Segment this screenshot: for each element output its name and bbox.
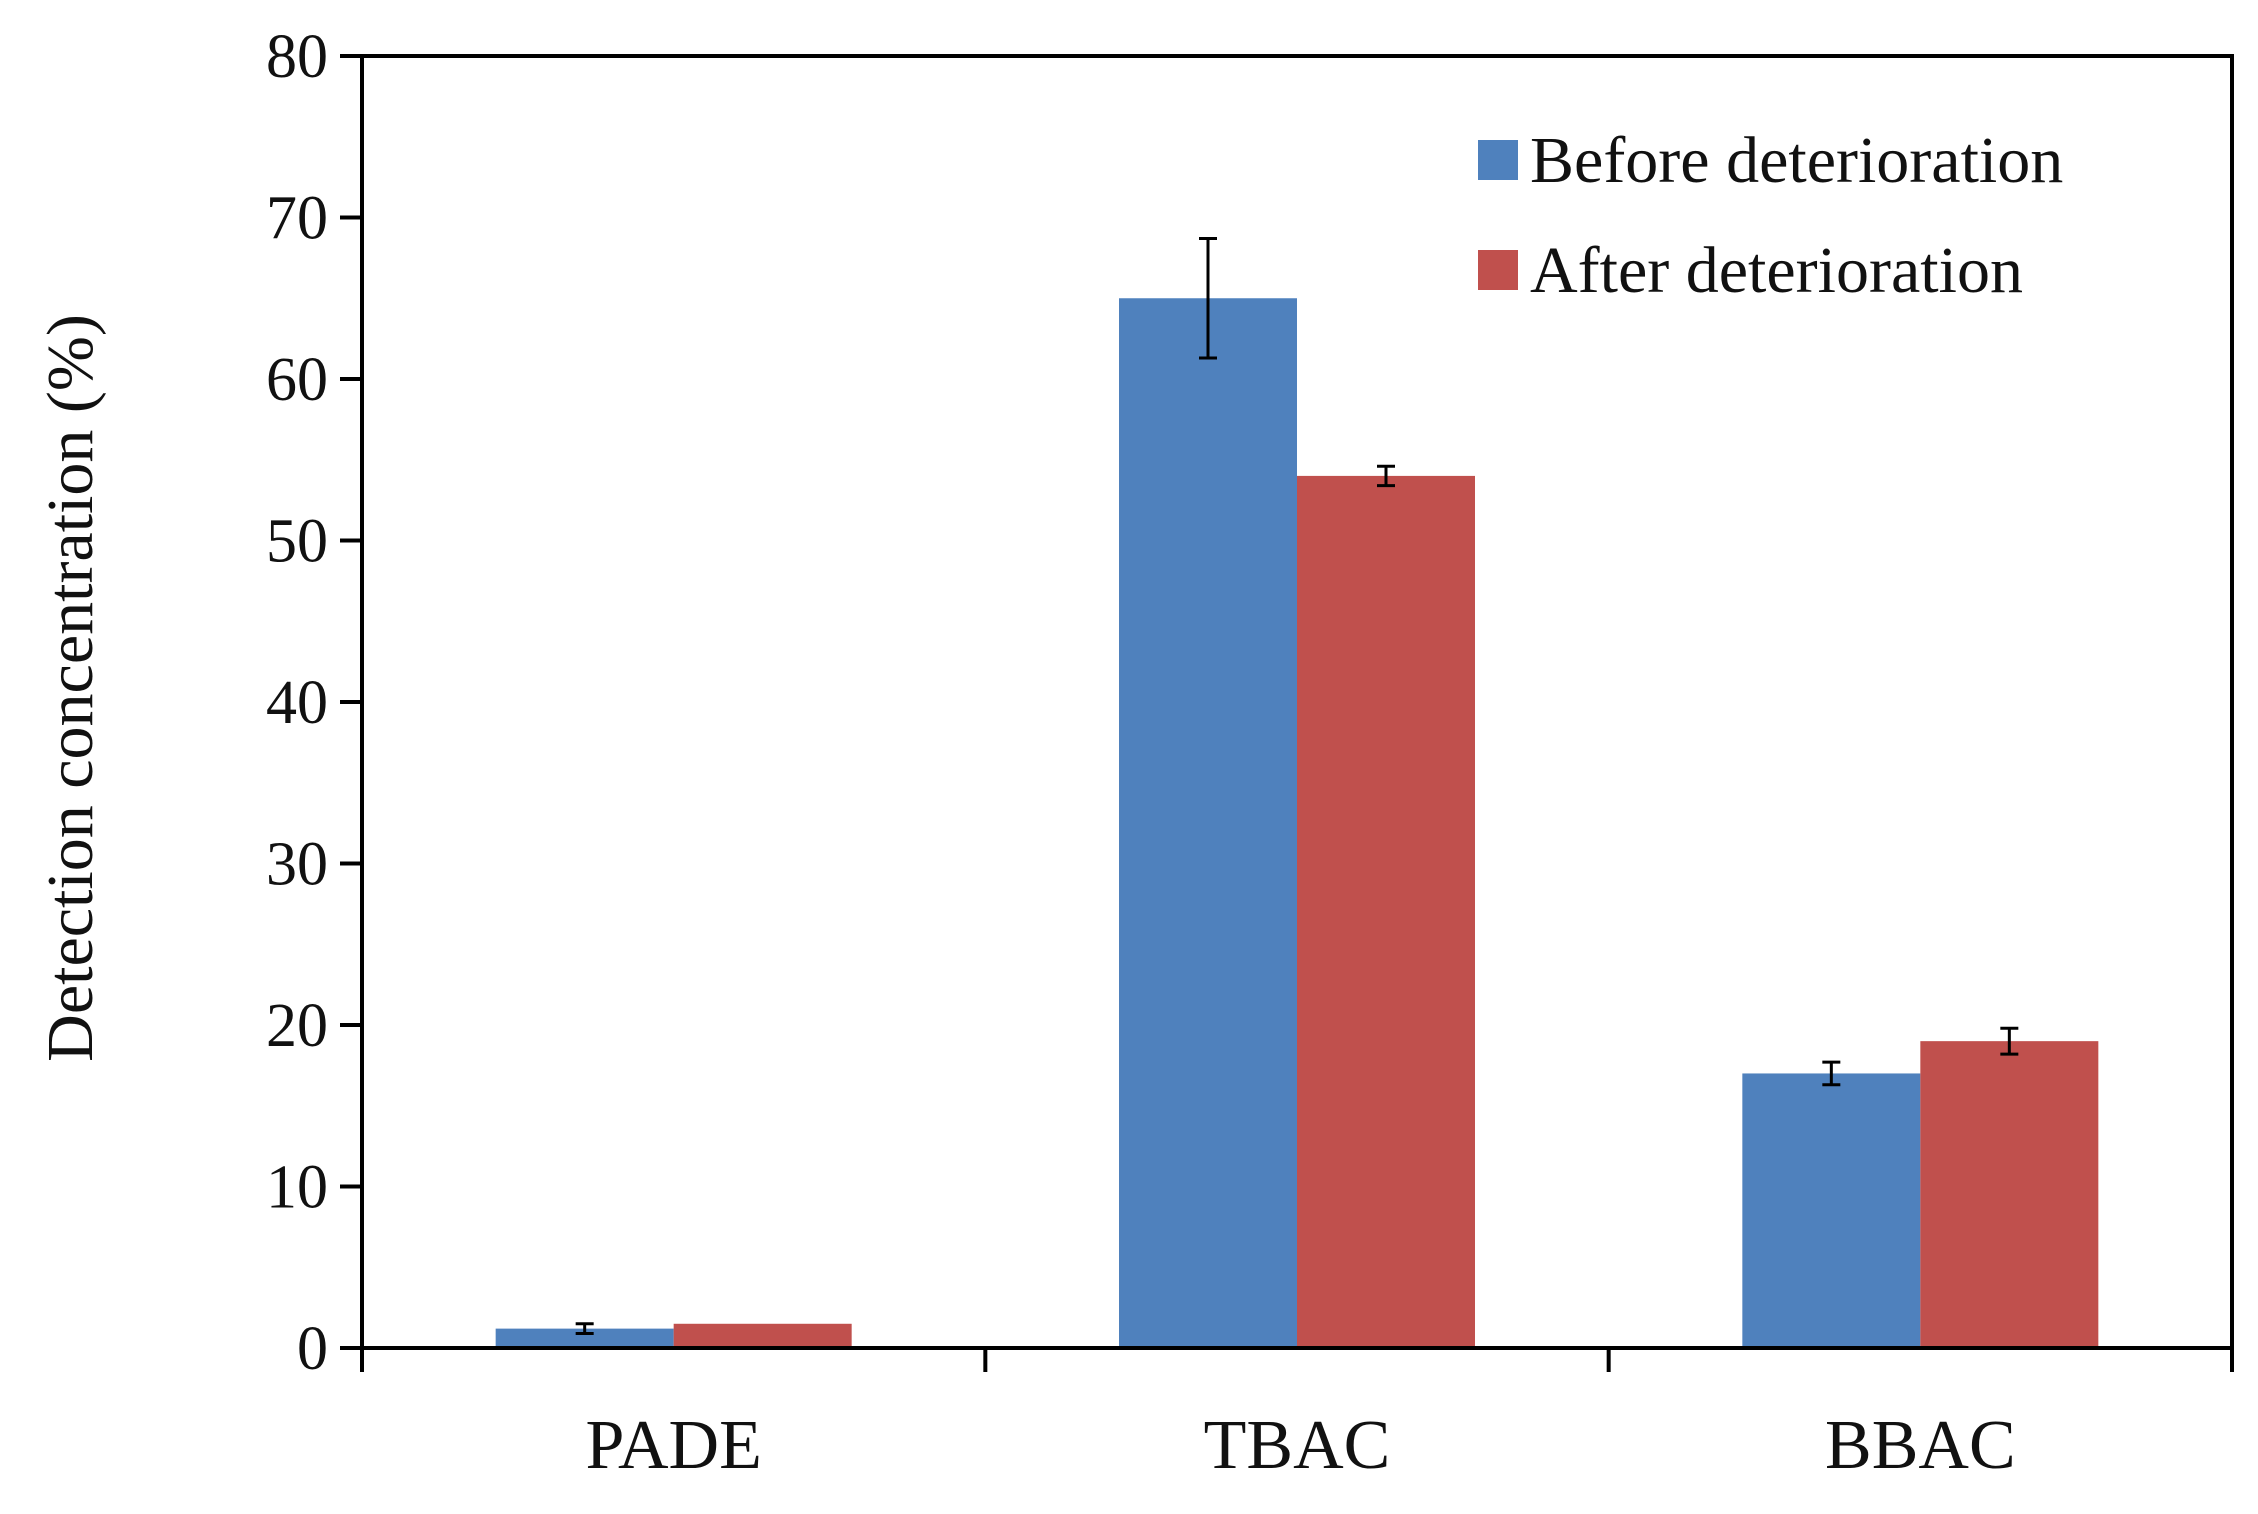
y-tick-label: 0 [297,1315,328,1383]
legend-swatch [1478,250,1518,290]
bar-before-deterioration-bbac [1742,1073,1921,1348]
y-tick-label: 20 [266,992,328,1060]
x-categories-group: PADE TBAC BBAC [585,1407,2015,1484]
y-tick-label: 10 [266,1154,328,1222]
y-axis-title: Detection concentration (%) [34,314,107,1062]
bar-before-deterioration-tbac [1119,298,1297,1348]
legend: Before deterioration After deterioration [1478,124,2063,307]
x-category-label: TBAC [1204,1407,1391,1484]
legend-label: After deterioration [1530,234,2023,307]
y-ticks-group: 0 10 20 30 40 50 60 70 80 [266,23,362,1383]
bar-before-deterioration-pade [495,1328,674,1348]
y-tick-label: 70 [266,185,328,253]
error-bars-group [575,236,2019,1335]
bar-after-deterioration-bbac [1920,1041,2099,1348]
y-tick-label: 30 [266,831,328,899]
bars-group [495,298,2099,1348]
y-tick-label: 50 [266,508,328,576]
bar-after-deterioration-pade [673,1323,852,1348]
y-tick-label: 60 [266,346,328,414]
y-tick-label: 80 [266,23,328,91]
legend-swatch [1478,140,1518,180]
bar-after-deterioration-tbac [1297,475,1475,1348]
x-category-label: PADE [585,1407,761,1484]
y-tick-label: 40 [266,669,328,737]
x-category-label: BBAC [1825,1407,2016,1484]
legend-label: Before deterioration [1530,124,2063,197]
